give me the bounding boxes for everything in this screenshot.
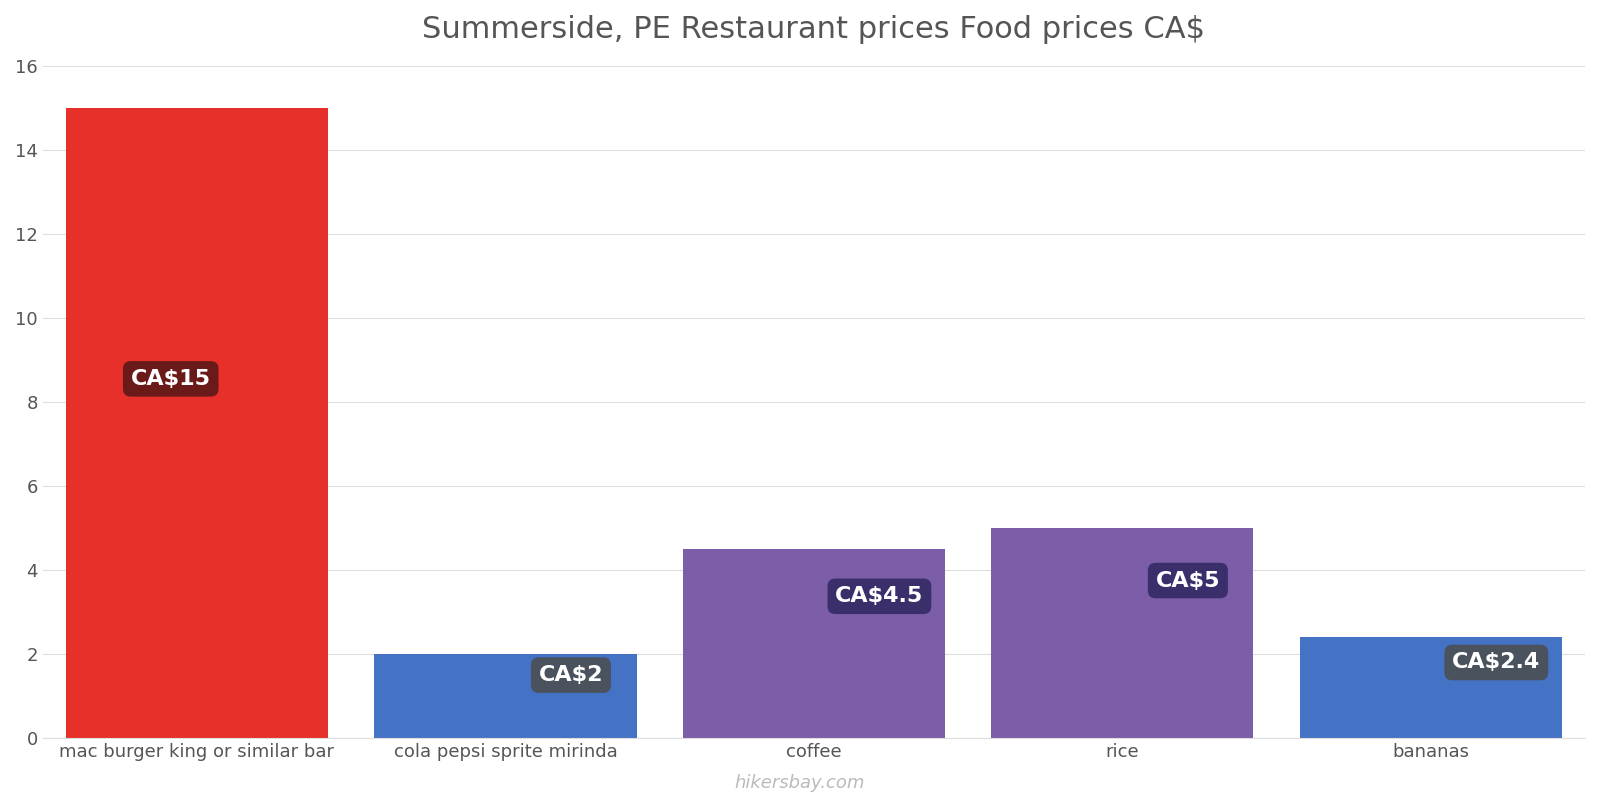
Bar [66,108,328,738]
Bar [1299,638,1562,738]
Text: CA$5: CA$5 [1155,570,1221,590]
Title: Summerside, PE Restaurant prices Food prices CA$: Summerside, PE Restaurant prices Food pr… [422,15,1205,44]
Text: CA$15: CA$15 [131,369,211,389]
Bar [683,549,946,738]
Text: CA$4.5: CA$4.5 [835,586,923,606]
Text: CA$2.4: CA$2.4 [1453,653,1541,673]
Bar [992,528,1253,738]
Text: hikersbay.com: hikersbay.com [734,774,866,792]
Bar [374,654,637,738]
Text: CA$2: CA$2 [539,665,603,685]
